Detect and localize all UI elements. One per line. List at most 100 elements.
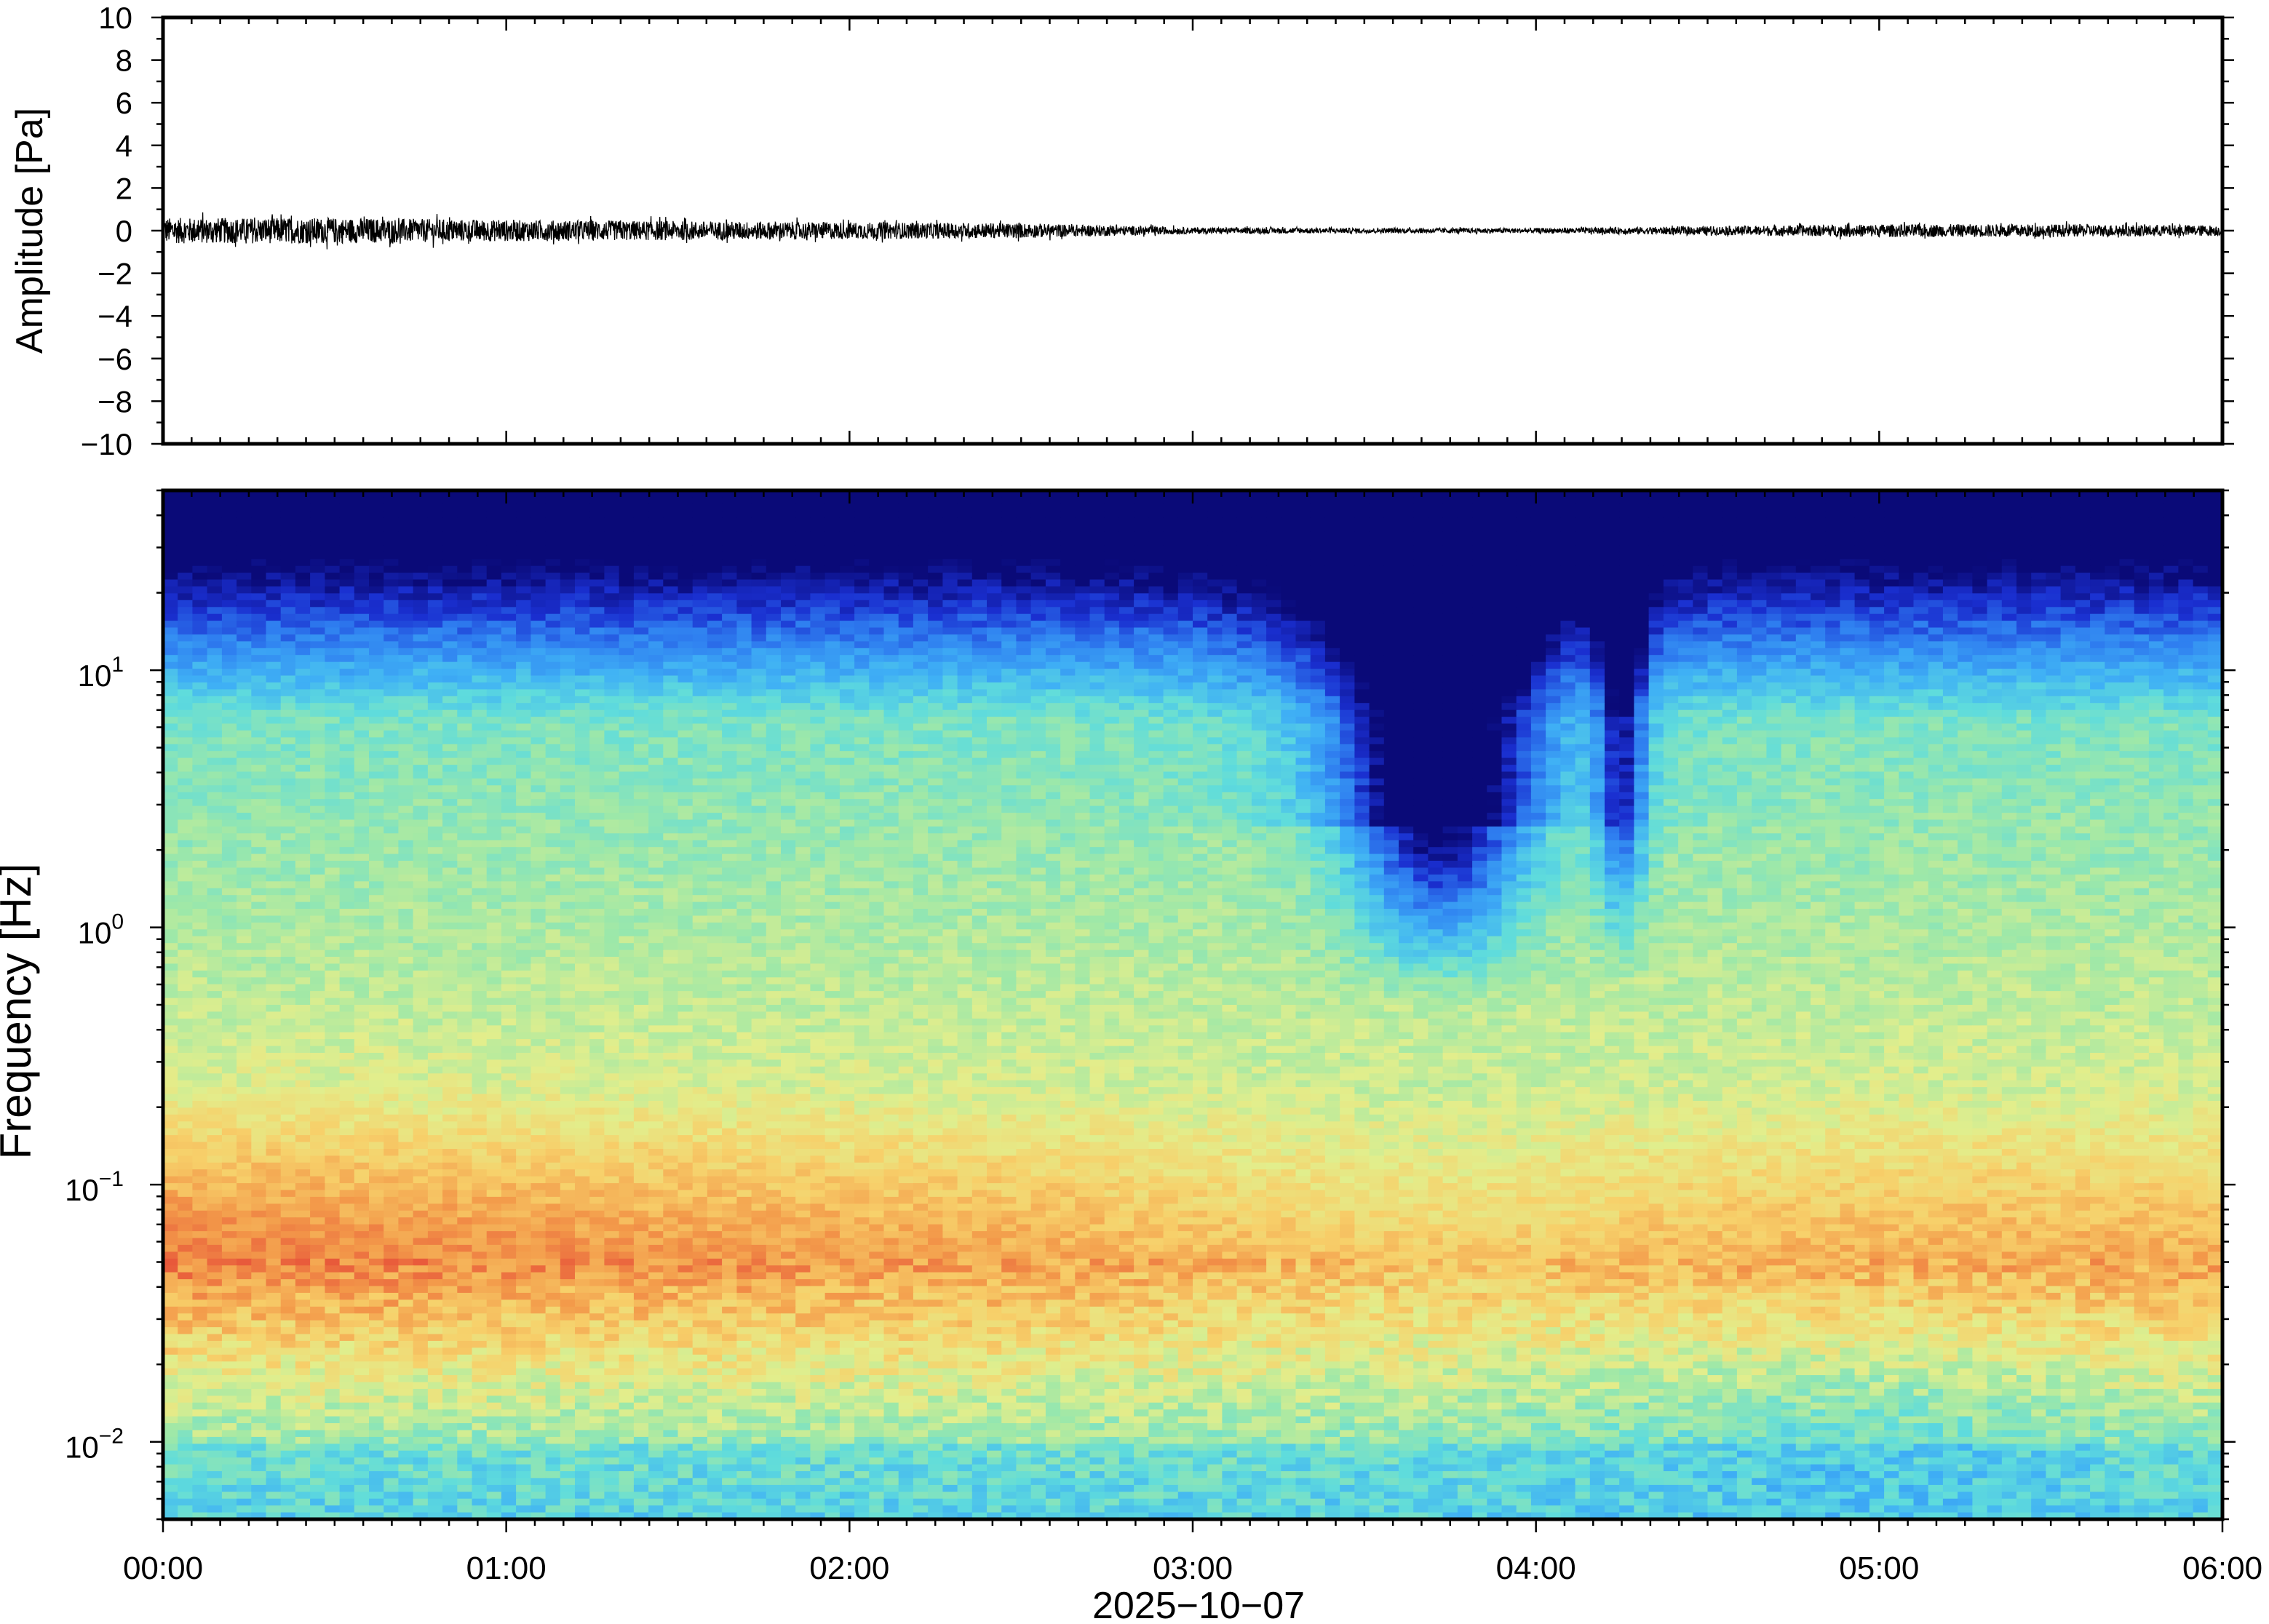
- spectrogram-cell: [1972, 648, 1988, 656]
- spectrogram-cell: [854, 490, 870, 498]
- spectrogram-cell: [1369, 545, 1385, 553]
- spectrogram-cell: [1546, 607, 1562, 615]
- spectrogram-cell: [369, 593, 384, 601]
- spectrogram-cell: [1340, 497, 1356, 505]
- spectrogram-cell: [2163, 669, 2179, 677]
- spectrogram-cell: [427, 703, 443, 711]
- spectrogram-cell: [1589, 661, 1605, 669]
- spectrogram-cell: [692, 648, 708, 656]
- spectrogram-cell: [1752, 613, 1768, 621]
- spectrogram-cell: [1913, 717, 1929, 725]
- spectrogram-cell: [1207, 545, 1223, 553]
- spectrogram-cell: [1281, 531, 1297, 539]
- spectrogram-cell: [1266, 503, 1282, 512]
- spectrogram-cell: [692, 531, 708, 539]
- spectrogram-cell: [266, 723, 282, 731]
- spectrogram-cell: [163, 579, 178, 587]
- spectrogram-cell: [280, 565, 296, 573]
- spectrogram-cell: [1354, 703, 1370, 711]
- spectrogram-cell: [1001, 689, 1017, 697]
- spectrogram-cell: [942, 634, 958, 642]
- spectrogram-cell: [427, 709, 443, 717]
- spectrogram-cell: [1340, 552, 1356, 560]
- spectrogram-cell: [1177, 559, 1193, 567]
- spectrogram-cell: [883, 607, 899, 615]
- spectrogram-cell: [1383, 703, 1399, 711]
- spectrogram-cell: [824, 613, 841, 621]
- spectrogram-cell: [2075, 586, 2091, 594]
- spectrogram-cell: [619, 696, 635, 704]
- spectrogram-cell: [1605, 627, 1620, 635]
- spectrogram-cell: [751, 593, 767, 601]
- spectrogram-cell: [2163, 511, 2179, 519]
- spectrogram-cell: [1310, 634, 1326, 642]
- spectrogram-cell: [2178, 709, 2194, 717]
- spectrogram-cell: [1648, 675, 1664, 683]
- spectrogram-cell: [1310, 648, 1326, 656]
- spectrogram-cell: [2134, 607, 2150, 615]
- spectrogram-cell: [398, 600, 414, 608]
- spectrogram-cell: [1884, 669, 1900, 677]
- spectrogram-cell: [1177, 573, 1193, 581]
- spectrogram-cell: [1752, 655, 1768, 663]
- spectrogram-cell: [987, 648, 1002, 656]
- spectrogram-cell: [192, 565, 208, 573]
- spectrogram-cell: [1236, 627, 1252, 635]
- spectrogram-cell: [163, 565, 178, 573]
- spectrogram-cell: [971, 607, 988, 615]
- spectrogram-cell: [633, 703, 649, 711]
- spectrogram-cell: [2075, 579, 2091, 587]
- spectrogram-cell: [1354, 538, 1370, 546]
- spectrogram-cell: [781, 559, 796, 567]
- spectrogram-cell: [766, 552, 782, 560]
- spectrogram-cell: [1575, 627, 1591, 635]
- spectrogram-cell: [1045, 525, 1061, 533]
- spectrogram-cell: [442, 627, 458, 635]
- spectrogram-cell: [1324, 634, 1340, 642]
- spectrogram-cell: [663, 497, 679, 505]
- spectrogram-cell: [942, 703, 958, 711]
- spectrogram-cell: [1324, 525, 1340, 533]
- spectrogram-cell: [1045, 669, 1061, 677]
- spectrogram-cell: [1324, 586, 1340, 594]
- spectrogram-cell: [545, 669, 561, 677]
- spectrogram-cell: [1854, 661, 1870, 669]
- spectrogram-cell: [971, 689, 988, 697]
- spectrogram-cell: [663, 661, 679, 669]
- spectrogram-cell: [560, 573, 576, 581]
- spectrogram-cell: [280, 573, 296, 581]
- spectrogram-cell: [2193, 613, 2209, 621]
- spectrogram-cell: [1958, 531, 1974, 539]
- spectrogram-cell: [1089, 689, 1105, 697]
- spectrogram-cell: [486, 613, 502, 621]
- spectrogram-cell: [1236, 573, 1252, 581]
- spectrogram-cell: [2119, 621, 2135, 629]
- spectrogram-cell: [1001, 503, 1017, 512]
- spectrogram-cell: [1854, 675, 1870, 683]
- spectrogram-cell: [1236, 689, 1252, 697]
- spectrogram-cell: [2090, 607, 2106, 615]
- spectrogram-cell: [692, 490, 708, 498]
- spectrogram-cell: [722, 669, 738, 677]
- spectrogram-cell: [560, 682, 576, 690]
- spectrogram-cell: [1177, 503, 1193, 512]
- spectrogram-cell: [1457, 586, 1473, 594]
- spectrogram-cell: [1060, 490, 1076, 498]
- spectrogram-cell: [1942, 634, 1958, 642]
- spectrogram-cell: [1693, 655, 1709, 663]
- spectrogram-cell: [1001, 573, 1017, 581]
- spectrogram-cell: [1236, 545, 1252, 553]
- spectrogram-cell: [1060, 689, 1076, 697]
- spectrogram-cell: [207, 669, 223, 677]
- spectrogram-cell: [2046, 648, 2062, 656]
- spectrogram-cell: [2046, 641, 2062, 649]
- spectrogram-cell: [1193, 709, 1208, 717]
- spectrogram-cell: [560, 648, 576, 656]
- spectrogram-cell: [854, 573, 870, 581]
- spectrogram-cell: [1222, 709, 1238, 717]
- spectrogram-cell: [486, 682, 502, 690]
- spectrogram-cell: [883, 682, 899, 690]
- spectrogram-cell: [913, 709, 929, 717]
- spectrogram-cell: [1899, 538, 1915, 546]
- spectrogram-cell: [2090, 682, 2106, 690]
